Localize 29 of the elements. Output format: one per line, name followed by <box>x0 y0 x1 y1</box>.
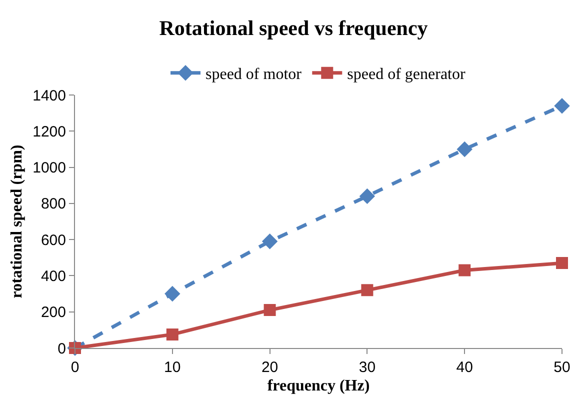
y-tick-label: 1400 <box>32 87 66 104</box>
point <box>458 264 471 276</box>
x-tick-label: 20 <box>261 359 278 376</box>
point <box>264 304 276 316</box>
legend-label: speed of generator <box>347 66 466 84</box>
y-axis-title: rotational speed (rpm) <box>8 144 26 298</box>
legend-label: speed of motor <box>206 66 302 84</box>
point <box>262 234 278 250</box>
y-tick-label: 200 <box>40 304 66 322</box>
x-tick-label: 50 <box>554 359 570 376</box>
x-axis-title: frequency (Hz) <box>267 378 370 395</box>
chart-title: Rotational speed vs frequency <box>159 16 428 40</box>
point <box>360 188 375 204</box>
point <box>554 98 570 114</box>
y-tick-label: 1000 <box>32 160 66 177</box>
y-tick-label: 800 <box>40 196 66 213</box>
point <box>556 257 568 270</box>
point <box>166 328 178 340</box>
point <box>361 284 374 296</box>
y-tick-label: 1200 <box>32 123 66 140</box>
x-tick-label: 40 <box>456 359 473 376</box>
point <box>164 286 180 302</box>
y-tick-label: 0 <box>58 340 66 358</box>
point <box>456 142 472 157</box>
y-tick-label: 400 <box>40 268 66 285</box>
x-tick-label: 30 <box>358 359 376 376</box>
x-tick-label: 0 <box>70 359 80 376</box>
x-tick-label: 10 <box>164 359 181 376</box>
y-tick-label: 600 <box>40 232 66 249</box>
